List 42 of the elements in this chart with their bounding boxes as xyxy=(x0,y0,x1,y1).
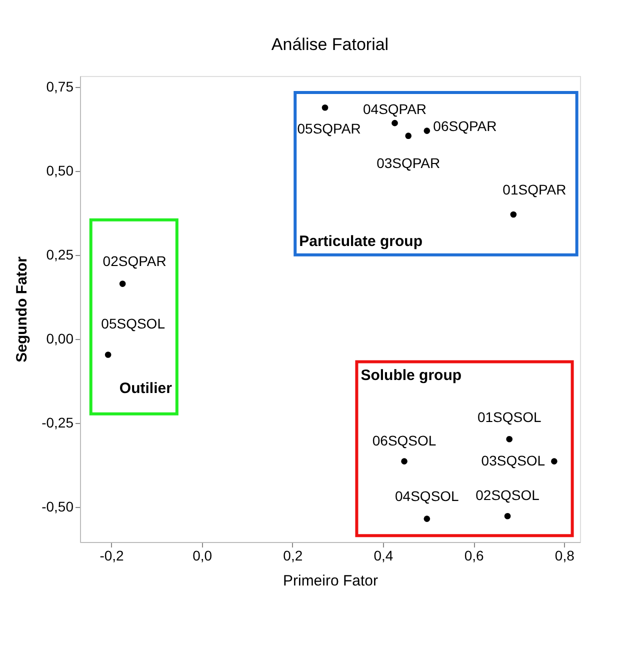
point xyxy=(504,512,511,520)
point xyxy=(392,120,398,126)
annotation: Particulate group xyxy=(299,232,422,250)
annotation: 06SQPAR xyxy=(433,118,497,134)
annotation: 01SQSOL xyxy=(477,409,542,426)
annotation: 03SQSOL xyxy=(481,452,546,468)
x-axis-title: Primeiro Fator xyxy=(282,572,378,590)
point xyxy=(424,516,430,522)
y-tick-label: 0,50 xyxy=(46,162,74,178)
point xyxy=(506,436,513,442)
annotation: 06SQSOL xyxy=(372,432,436,448)
y-tick-label: -0,25 xyxy=(42,414,74,430)
point xyxy=(424,128,430,134)
point xyxy=(510,211,517,218)
annotation: 02SQPAR xyxy=(102,252,166,269)
y-tick-label: 0,25 xyxy=(46,246,74,262)
point xyxy=(551,458,558,464)
annotation: Outilier xyxy=(119,380,172,397)
annotation: 05SQSOL xyxy=(101,316,166,332)
x-tick-label: -0,2 xyxy=(100,548,124,564)
point xyxy=(119,280,126,287)
point xyxy=(104,352,112,358)
x-tick-label: 0,0 xyxy=(192,548,212,564)
annotation: 02SQSOL xyxy=(476,487,540,504)
annotation: Soluble group xyxy=(360,366,462,384)
y-tick-label: 0,00 xyxy=(46,330,74,346)
annotation: 01SQPAR xyxy=(502,182,566,198)
y-axis-title: Segundo Fator xyxy=(14,256,31,362)
y-tick-label: 0,75 xyxy=(46,78,74,94)
x-tick-label: 0,8 xyxy=(554,548,575,564)
x-tick-label: 0,6 xyxy=(464,548,484,564)
chart-title: Análise Fatorial xyxy=(271,35,389,54)
annotation: 04SQSOL xyxy=(395,488,460,504)
annotation: 05SQPAR xyxy=(297,120,361,137)
point xyxy=(405,132,412,140)
x-tick-label: 0,2 xyxy=(283,548,303,564)
annotation: 04SQPAR xyxy=(362,101,427,118)
point xyxy=(401,458,408,464)
x-tick-label: 0,4 xyxy=(374,548,394,564)
point xyxy=(322,104,328,111)
y-tick-label: -0,50 xyxy=(42,498,74,515)
annotation: 03SQPAR xyxy=(376,154,440,171)
